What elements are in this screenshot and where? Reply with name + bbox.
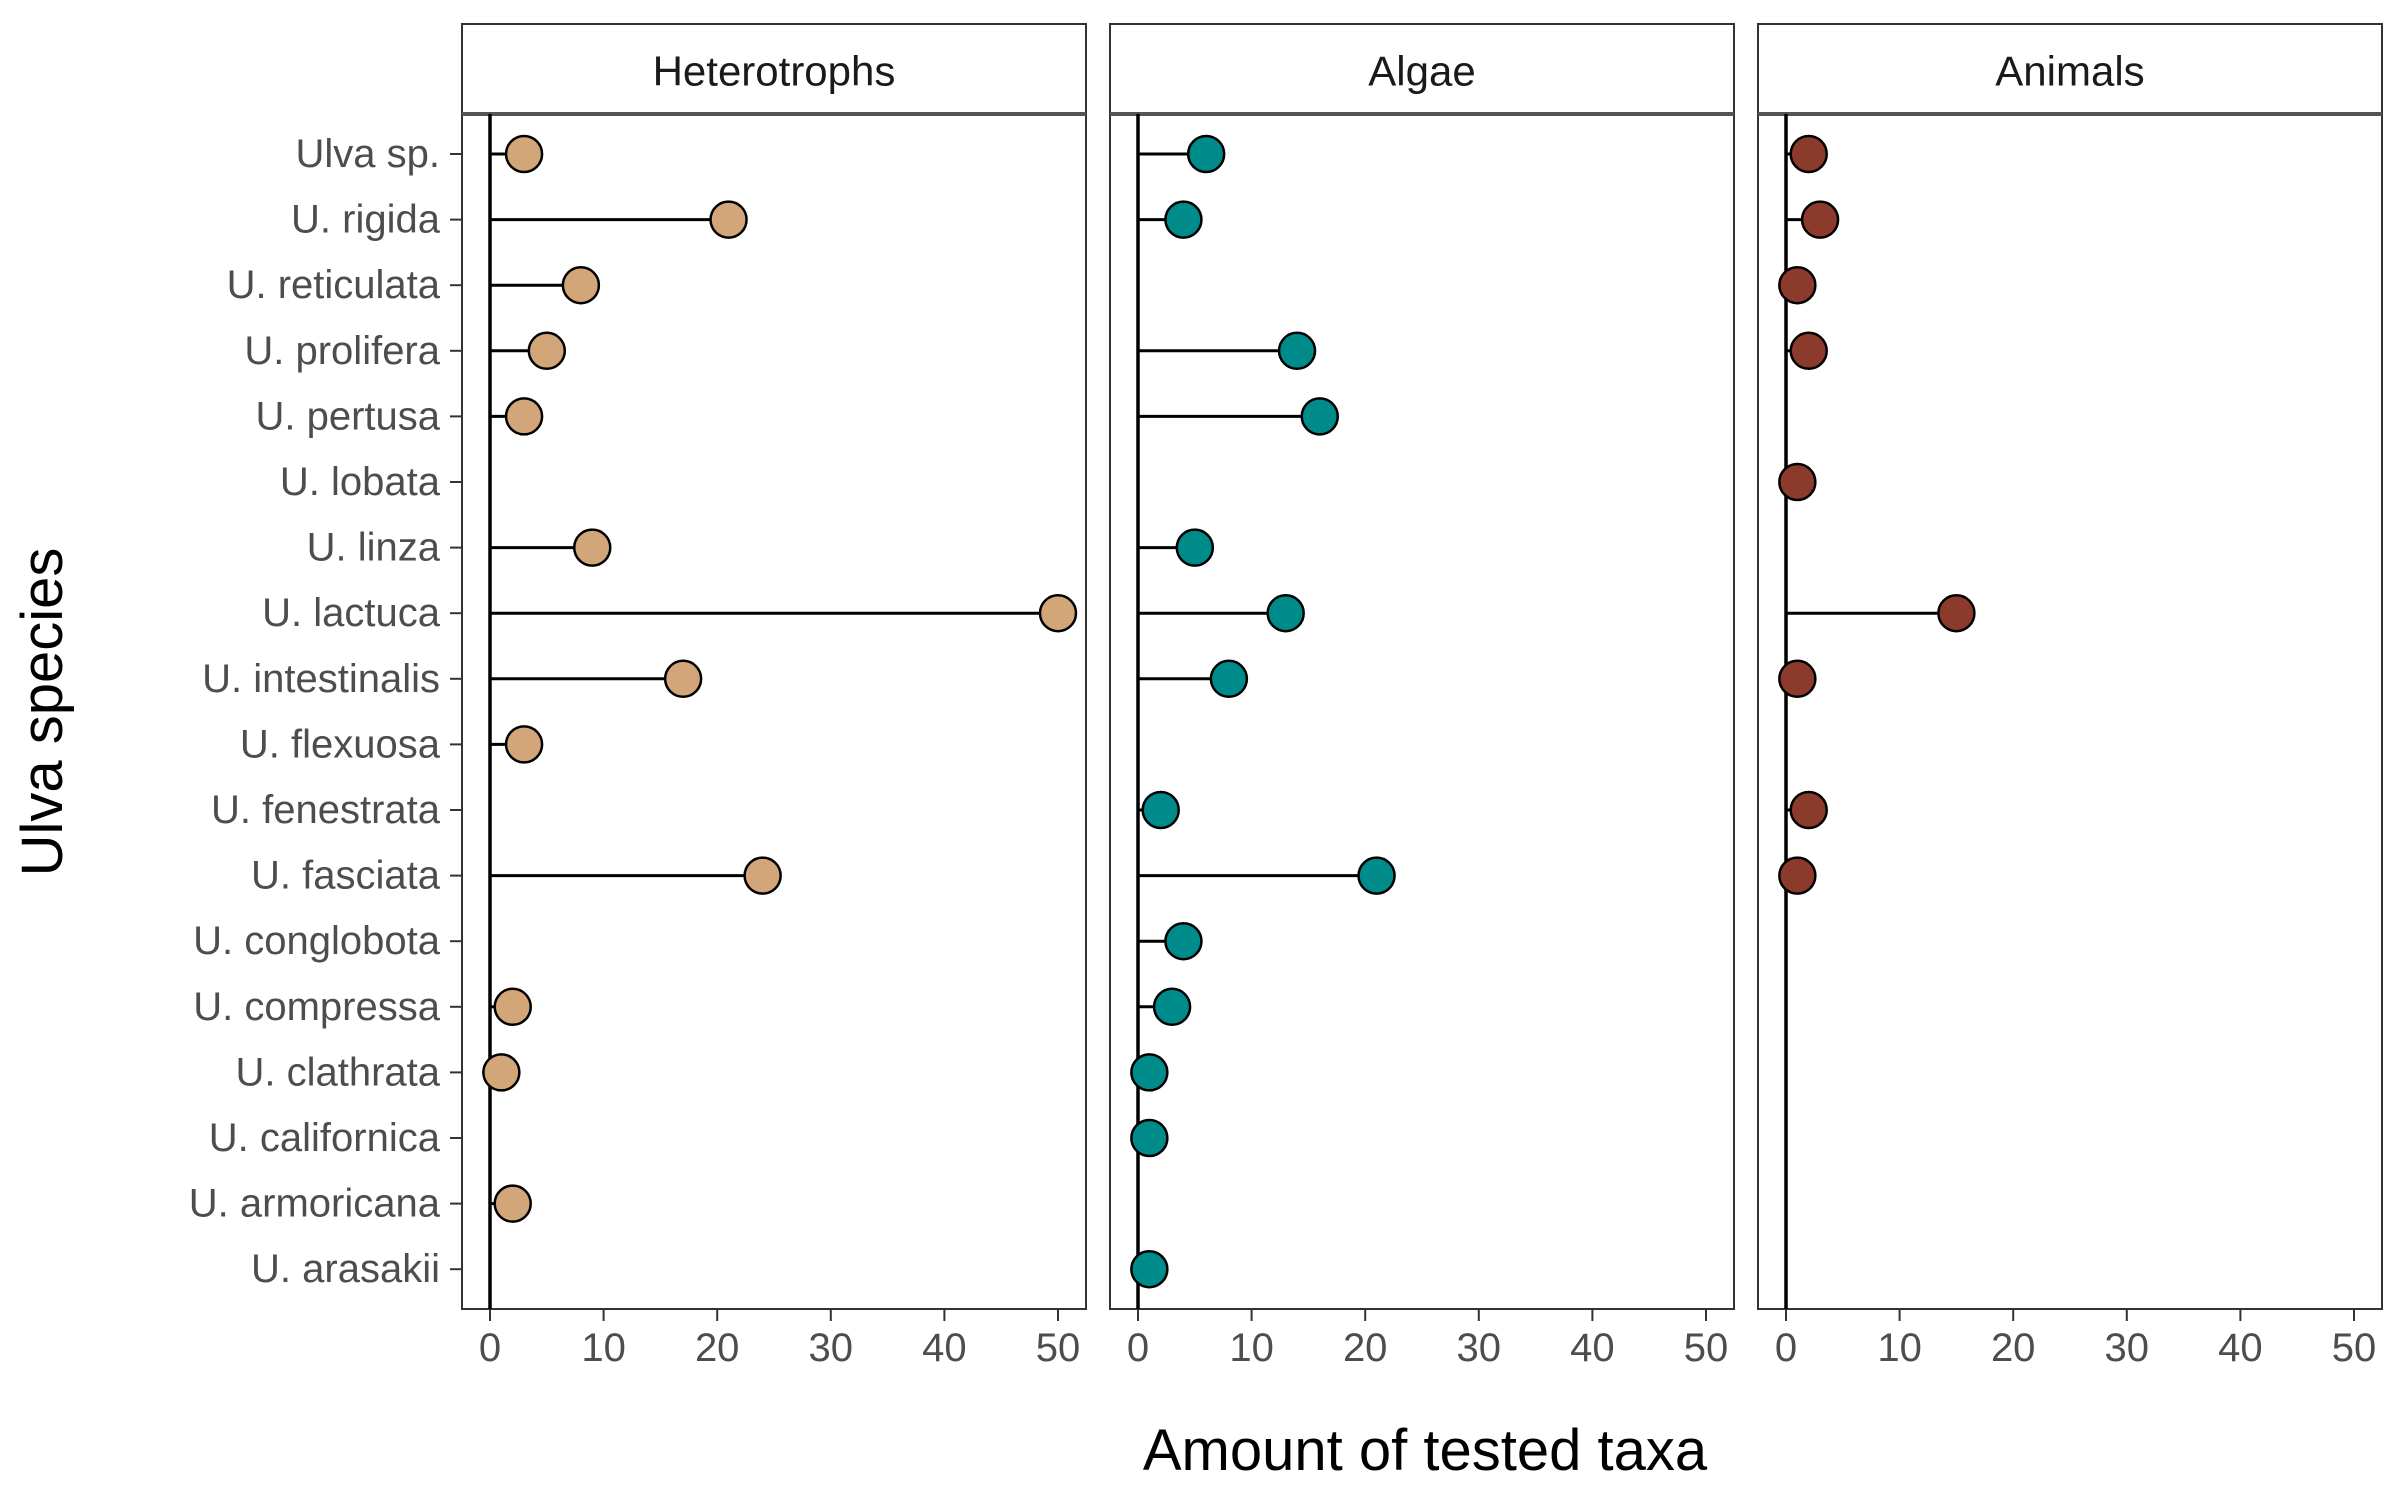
- x-tick-label-algae-20: 20: [1343, 1326, 1388, 1370]
- y-tick-label-u-prolifera: U. prolifera: [244, 329, 440, 373]
- x-tick-label-animals-40: 40: [2218, 1326, 2263, 1370]
- point-algae-u-pertusa: [1300, 397, 1340, 436]
- y-tick-label-u-linza: U. linza: [307, 526, 441, 570]
- x-tick-label-algae-50: 50: [1684, 1326, 1729, 1370]
- point-animals-u-fenestrata: [1789, 790, 1828, 830]
- point-algae-u-compressa: [1152, 987, 1192, 1027]
- panel-border-animals: [1757, 113, 2383, 1310]
- x-tick-label-animals-50: 50: [2332, 1326, 2377, 1370]
- point-algae-u-conglobota: [1164, 921, 1203, 961]
- x-tick-label-algae-0: 0: [1127, 1326, 1149, 1370]
- point-algae-u-linza: [1175, 528, 1215, 567]
- facet-strip-heterotrophs: [461, 23, 1087, 115]
- y-tick-label-u-lobata: U. lobata: [280, 460, 441, 504]
- point-animals-u-fasciata: [1778, 856, 1817, 895]
- panel-border-heterotrophs: [461, 113, 1087, 1310]
- facet-title-heterotrophs: Heterotrophs: [653, 48, 896, 95]
- x-axis-title: Amount of tested taxa: [1143, 1418, 1708, 1483]
- x-tick-label-heterotrophs-0: 0: [479, 1326, 501, 1370]
- point-animals-u-lactuca: [1937, 593, 1976, 633]
- point-algae-u-intestinalis: [1209, 659, 1249, 699]
- x-tick-label-algae-10: 10: [1229, 1326, 1274, 1370]
- facet-title-algae: Algae: [1368, 48, 1475, 95]
- y-tick-label-u-reticulata: U. reticulata: [227, 263, 441, 307]
- point-heterotrophs-ulva-sp: [504, 134, 544, 174]
- point-animals-u-rigida: [1800, 200, 1840, 239]
- y-tick-label-u-clathrata: U. clathrata: [235, 1050, 440, 1094]
- point-heterotrophs-u-rigida: [709, 200, 748, 239]
- y-tick-label-u-fenestrata: U. fenestrata: [211, 788, 441, 832]
- x-tick-label-heterotrophs-20: 20: [695, 1326, 740, 1370]
- point-algae-u-arasakii: [1130, 1249, 1169, 1289]
- point-animals-u-intestinalis: [1778, 659, 1817, 699]
- point-algae-u-californica: [1130, 1118, 1169, 1158]
- point-algae-u-prolifera: [1277, 331, 1317, 371]
- x-tick-label-animals-30: 30: [2105, 1326, 2150, 1370]
- y-tick-label-u-lactuca: U. lactuca: [262, 591, 441, 635]
- facet-strip-animals: [1757, 23, 2383, 115]
- point-animals-u-lobata: [1778, 462, 1817, 502]
- facet-title-animals: Animals: [1995, 48, 2144, 95]
- point-algae-u-rigida: [1164, 200, 1203, 239]
- point-animals-ulva-sp: [1789, 134, 1828, 174]
- y-axis-title: Ulva species: [10, 548, 75, 877]
- panel-border-algae: [1109, 113, 1735, 1310]
- x-tick-label-animals-0: 0: [1775, 1326, 1797, 1370]
- facet-panel-algae: Algae 0 10 20 30 40 50: [1109, 23, 1735, 1370]
- y-tick-label-u-fasciata: U. fasciata: [251, 854, 441, 898]
- point-algae-ulva-sp: [1186, 134, 1226, 174]
- point-animals-u-reticulata: [1778, 265, 1817, 305]
- y-tick-label-ulva-sp: Ulva sp.: [296, 132, 441, 176]
- facet-panel-heterotrophs: Heterotrophs 0 10 20 30 40 50: [461, 23, 1087, 1370]
- point-animals-u-prolifera: [1789, 331, 1828, 371]
- point-heterotrophs-u-intestinalis: [663, 659, 703, 699]
- y-tick-label-u-pertusa: U. pertusa: [255, 394, 440, 438]
- point-algae-u-lactuca: [1266, 593, 1305, 633]
- point-algae-u-clathrata: [1130, 1053, 1169, 1092]
- facet-strip-algae: [1109, 23, 1735, 115]
- point-heterotrophs-u-prolifera: [527, 331, 567, 371]
- point-heterotrophs-u-armoricana: [493, 1184, 532, 1223]
- x-tick-label-algae-30: 30: [1457, 1326, 1502, 1370]
- point-heterotrophs-u-clathrata: [482, 1053, 521, 1092]
- point-heterotrophs-u-flexuosa: [504, 725, 544, 764]
- y-axis-category-labels: Ulva sp. U. rigida U. reticulata U. prolife…: [189, 132, 462, 1291]
- point-heterotrophs-u-compressa: [493, 987, 532, 1027]
- y-tick-label-u-intestinalis: U. intestinalis: [202, 657, 440, 701]
- y-tick-label-u-arasakii: U. arasakii: [251, 1247, 440, 1291]
- x-tick-label-algae-40: 40: [1570, 1326, 1615, 1370]
- y-tick-label-u-conglobota: U. conglobota: [193, 919, 441, 963]
- point-heterotrophs-u-reticulata: [561, 265, 601, 305]
- facet-panel-animals: Animals 0 10 20 30 40 50: [1757, 23, 2383, 1370]
- x-tick-label-animals-20: 20: [1991, 1326, 2036, 1370]
- x-tick-label-heterotrophs-40: 40: [922, 1326, 967, 1370]
- point-algae-u-fenestrata: [1141, 790, 1180, 830]
- y-tick-label-u-flexuosa: U. flexuosa: [240, 722, 441, 766]
- point-heterotrophs-u-fasciata: [743, 856, 782, 895]
- x-tick-label-animals-10: 10: [1877, 1326, 1922, 1370]
- point-heterotrophs-u-lactuca: [1038, 593, 1078, 633]
- point-heterotrophs-u-pertusa: [504, 397, 544, 436]
- y-tick-label-u-compressa: U. compressa: [193, 985, 440, 1029]
- x-tick-label-heterotrophs-10: 10: [581, 1326, 626, 1370]
- point-heterotrophs-u-linza: [572, 528, 612, 567]
- point-algae-u-fasciata: [1357, 856, 1396, 895]
- x-tick-label-heterotrophs-30: 30: [809, 1326, 854, 1370]
- x-tick-label-heterotrophs-50: 50: [1036, 1326, 1081, 1370]
- y-tick-label-u-californica: U. californica: [209, 1116, 441, 1160]
- y-tick-label-u-rigida: U. rigida: [291, 198, 441, 242]
- y-tick-label-u-armoricana: U. armoricana: [189, 1182, 441, 1226]
